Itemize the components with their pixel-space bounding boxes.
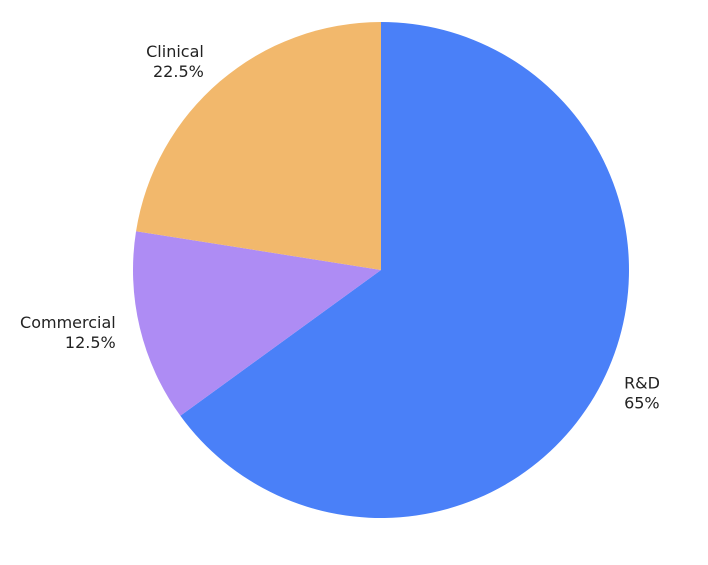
pie-slice — [133, 231, 381, 416]
pie-slice — [136, 22, 381, 270]
slice-label: Commercial — [20, 313, 116, 332]
slice-value-label: 65% — [624, 393, 660, 412]
slice-label: R&D — [624, 373, 660, 392]
pie-slice — [180, 22, 629, 518]
slice-label: Clinical — [146, 42, 204, 61]
slice-value-label: 22.5% — [153, 62, 204, 81]
slice-value-label: 12.5% — [65, 333, 116, 352]
